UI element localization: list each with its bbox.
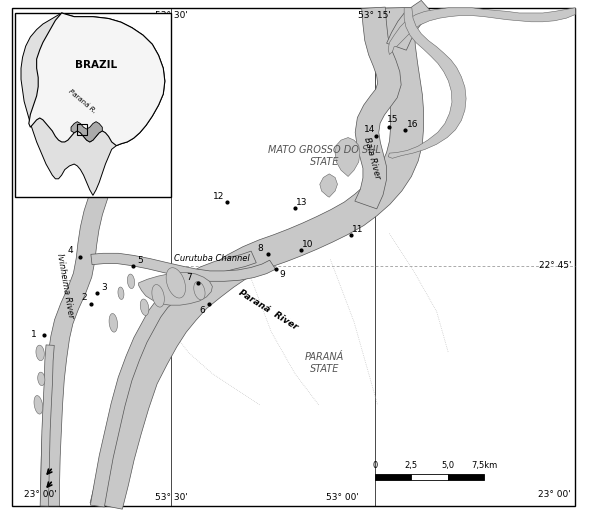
Text: 14: 14 — [363, 125, 375, 134]
Polygon shape — [139, 272, 212, 305]
Text: Baía River: Baía River — [362, 136, 382, 180]
Text: 7: 7 — [186, 273, 192, 282]
Polygon shape — [29, 13, 165, 146]
Polygon shape — [127, 274, 135, 289]
Text: 2: 2 — [81, 293, 87, 302]
Polygon shape — [41, 99, 167, 506]
Polygon shape — [335, 138, 360, 176]
Text: 53° 00': 53° 00' — [326, 494, 359, 502]
Text: 53° 30': 53° 30' — [155, 11, 188, 20]
Text: MATO GROSSO DO SUL
STATE: MATO GROSSO DO SUL STATE — [268, 145, 381, 167]
Text: 6: 6 — [199, 306, 205, 316]
Bar — [448, 474, 484, 480]
Bar — [375, 474, 411, 480]
Polygon shape — [34, 395, 42, 414]
Text: 1: 1 — [31, 330, 37, 339]
Text: 4: 4 — [68, 246, 74, 255]
Polygon shape — [40, 345, 54, 506]
Polygon shape — [355, 7, 401, 209]
Text: 7,5km: 7,5km — [471, 461, 497, 470]
Text: PARANÁ
STATE: PARANÁ STATE — [305, 352, 344, 374]
Polygon shape — [166, 268, 185, 298]
Polygon shape — [90, 251, 256, 507]
Polygon shape — [118, 287, 124, 299]
Text: 23° 00': 23° 00' — [24, 490, 57, 499]
Text: 53° 15': 53° 15' — [358, 11, 391, 20]
Text: 13: 13 — [296, 198, 308, 207]
Text: Paraná  River: Paraná River — [237, 288, 300, 332]
Text: 9: 9 — [279, 269, 285, 279]
Text: 12: 12 — [213, 192, 225, 201]
Text: 53° 30': 53° 30' — [155, 494, 188, 502]
Text: 2,5: 2,5 — [405, 461, 418, 470]
Text: 22° 45': 22° 45' — [539, 261, 571, 270]
Text: 10: 10 — [302, 240, 314, 250]
Text: 23° 00': 23° 00' — [538, 490, 571, 499]
Text: 16: 16 — [407, 120, 419, 129]
Polygon shape — [386, 1, 434, 50]
Polygon shape — [140, 299, 149, 316]
Text: Paraná R.: Paraná R. — [67, 88, 97, 115]
Polygon shape — [71, 121, 102, 142]
Text: 5: 5 — [137, 256, 143, 265]
Bar — [411, 474, 448, 480]
Text: 0: 0 — [372, 461, 377, 470]
Polygon shape — [109, 313, 117, 332]
Text: 5,0: 5,0 — [441, 461, 454, 470]
Text: Ivinheima River: Ivinheima River — [55, 252, 75, 319]
Text: 15: 15 — [386, 115, 398, 124]
Polygon shape — [388, 8, 575, 54]
Polygon shape — [21, 13, 165, 195]
Polygon shape — [194, 281, 205, 300]
Bar — [77, 124, 87, 134]
Polygon shape — [91, 253, 276, 281]
Polygon shape — [388, 8, 466, 158]
Text: Curutuba Channel: Curutuba Channel — [174, 254, 250, 263]
Text: 3: 3 — [101, 282, 107, 292]
Polygon shape — [152, 284, 165, 307]
Polygon shape — [36, 345, 44, 361]
Polygon shape — [38, 372, 45, 386]
Text: 11: 11 — [352, 225, 364, 234]
Polygon shape — [90, 7, 424, 509]
Bar — [15, 13, 171, 197]
Text: BRAZIL: BRAZIL — [75, 60, 117, 70]
Text: 8: 8 — [257, 243, 263, 253]
Polygon shape — [320, 174, 337, 197]
